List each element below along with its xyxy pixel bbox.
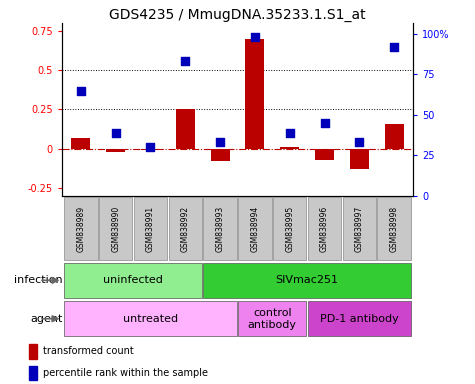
Point [390, 44, 398, 50]
FancyBboxPatch shape [64, 197, 97, 260]
Bar [71, 138, 90, 149]
Text: GSM838994: GSM838994 [250, 205, 259, 252]
Bar [106, 149, 125, 152]
Point [355, 139, 363, 146]
FancyBboxPatch shape [378, 197, 411, 260]
Text: SIVmac251: SIVmac251 [276, 275, 339, 285]
FancyBboxPatch shape [99, 197, 133, 260]
Bar [28, 344, 37, 359]
Bar [350, 149, 369, 169]
Point [251, 34, 259, 40]
Bar [28, 366, 37, 380]
Point [112, 129, 120, 136]
Title: GDS4235 / MmugDNA.35233.1.S1_at: GDS4235 / MmugDNA.35233.1.S1_at [109, 8, 366, 22]
FancyBboxPatch shape [342, 197, 376, 260]
FancyBboxPatch shape [308, 301, 411, 336]
Bar [210, 149, 230, 161]
FancyBboxPatch shape [273, 197, 306, 260]
Text: PD-1 antibody: PD-1 antibody [320, 314, 399, 324]
Point [181, 58, 189, 65]
FancyBboxPatch shape [238, 197, 272, 260]
Text: uninfected: uninfected [103, 275, 163, 285]
FancyBboxPatch shape [134, 197, 167, 260]
Point [77, 88, 85, 94]
Text: GSM838989: GSM838989 [76, 205, 86, 252]
Text: GSM838992: GSM838992 [181, 205, 190, 252]
FancyBboxPatch shape [238, 301, 306, 336]
Bar [315, 149, 334, 160]
Text: GSM838996: GSM838996 [320, 205, 329, 252]
Text: agent: agent [30, 314, 63, 324]
Text: GSM838998: GSM838998 [390, 205, 399, 252]
FancyBboxPatch shape [203, 263, 411, 298]
Point [321, 120, 328, 126]
Text: untreated: untreated [123, 314, 178, 324]
Bar [176, 109, 195, 149]
Point [147, 144, 154, 150]
Text: control
antibody: control antibody [248, 308, 297, 329]
Point [216, 139, 224, 146]
Text: percentile rank within the sample: percentile rank within the sample [43, 368, 208, 378]
Bar [280, 147, 299, 149]
FancyBboxPatch shape [64, 301, 237, 336]
Text: GSM838993: GSM838993 [216, 205, 225, 252]
FancyBboxPatch shape [203, 197, 237, 260]
Text: GSM838990: GSM838990 [111, 205, 120, 252]
FancyBboxPatch shape [64, 263, 202, 298]
Text: transformed count: transformed count [43, 346, 133, 356]
Bar [385, 124, 404, 149]
Text: infection: infection [14, 275, 63, 285]
Text: GSM838991: GSM838991 [146, 205, 155, 252]
Bar [141, 149, 160, 150]
FancyBboxPatch shape [308, 197, 341, 260]
Text: GSM838997: GSM838997 [355, 205, 364, 252]
FancyBboxPatch shape [169, 197, 202, 260]
Bar [245, 39, 265, 149]
Text: GSM838995: GSM838995 [285, 205, 294, 252]
Point [286, 129, 294, 136]
